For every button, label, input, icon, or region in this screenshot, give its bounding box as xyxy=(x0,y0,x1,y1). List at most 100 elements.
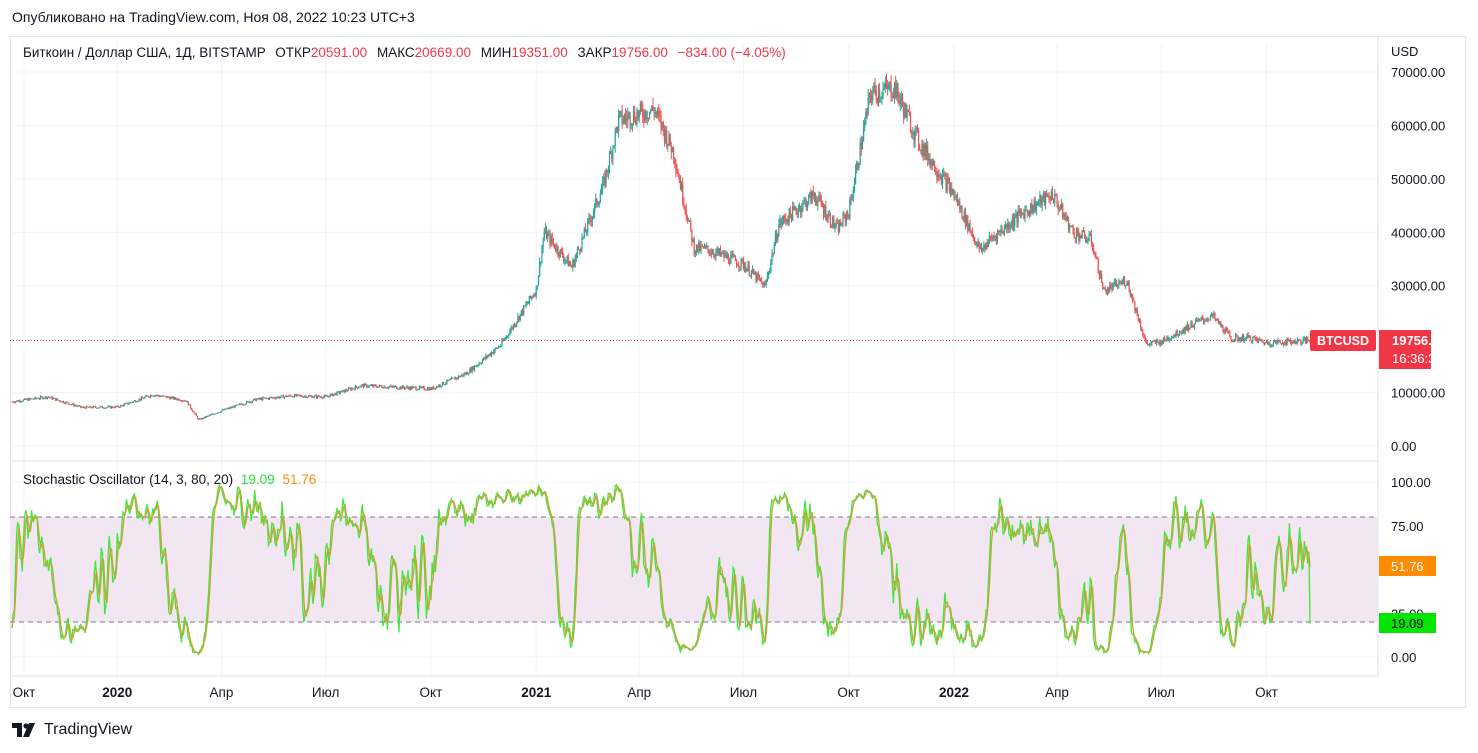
candle-body xyxy=(798,206,801,210)
candle-body xyxy=(1069,225,1071,230)
candle-body xyxy=(595,198,597,204)
candle-body xyxy=(1008,223,1010,230)
stochastic-name: Stochastic Oscillator xyxy=(23,472,146,487)
candle-body xyxy=(163,395,165,397)
tradingview-brand[interactable]: TradingView xyxy=(12,721,132,739)
candle-body xyxy=(359,386,361,388)
candle-body xyxy=(353,388,355,390)
candle-body xyxy=(1289,339,1292,342)
candle-body xyxy=(1044,192,1047,205)
candle-body xyxy=(1257,338,1260,343)
chart-frame xyxy=(10,36,1466,708)
candle-body xyxy=(1237,336,1239,341)
candle-body xyxy=(1153,340,1155,342)
candle-body xyxy=(1134,301,1136,311)
candle-body xyxy=(620,111,622,112)
candle-body xyxy=(1123,279,1126,286)
candle-body xyxy=(929,158,931,166)
candle-body xyxy=(430,387,432,390)
candle-body xyxy=(370,385,373,386)
candle-body xyxy=(1035,204,1038,212)
candle-body xyxy=(1142,331,1144,336)
candle-body xyxy=(1030,203,1032,216)
price-tick-label: 70000.00 xyxy=(1391,65,1445,80)
candle-body xyxy=(408,387,410,390)
last-price-text: 19756.00 xyxy=(1392,333,1446,348)
candle-body xyxy=(1114,281,1117,283)
candle-body xyxy=(266,398,268,399)
candle-body xyxy=(457,375,460,379)
candle-body xyxy=(797,209,799,215)
candle-body xyxy=(117,405,120,407)
candle-body xyxy=(529,295,532,299)
candle-body xyxy=(1054,193,1056,203)
candle-body xyxy=(257,398,259,400)
candle-body xyxy=(1186,324,1189,330)
candle-body xyxy=(643,117,645,121)
candle-body xyxy=(365,384,367,385)
candle-body xyxy=(573,260,575,267)
candle-body xyxy=(282,395,284,399)
candle-body xyxy=(806,203,809,208)
candle-body xyxy=(650,110,652,112)
candle-body xyxy=(120,405,122,408)
candle-body xyxy=(983,245,985,248)
candle-body xyxy=(452,377,454,379)
candle-body xyxy=(1047,196,1049,198)
d-value-badge-text: 51.76 xyxy=(1391,559,1424,574)
candle-body xyxy=(258,398,260,400)
candle-body xyxy=(1158,341,1160,345)
stochastic-band-fill xyxy=(10,517,1378,622)
candle-body xyxy=(1034,201,1036,212)
candle-body xyxy=(1012,217,1015,227)
candle-body xyxy=(685,208,687,216)
candle-body xyxy=(493,351,495,354)
candle-body xyxy=(281,395,283,397)
candle-body xyxy=(923,144,925,157)
candle-body xyxy=(697,244,699,252)
close-value: 19756.00 xyxy=(611,45,668,60)
candle-body xyxy=(884,82,886,88)
candle-body xyxy=(779,219,781,225)
candle-body xyxy=(832,216,834,228)
candle-body xyxy=(371,385,374,387)
candle-body xyxy=(1185,326,1187,330)
candle-body xyxy=(1296,339,1299,343)
brand-name: TradingView xyxy=(44,721,133,738)
candle-body xyxy=(558,253,560,257)
candle-body xyxy=(180,400,183,402)
candle-body xyxy=(1205,320,1207,322)
candle-body xyxy=(543,232,545,241)
candle-body xyxy=(322,396,324,399)
candle-body xyxy=(480,363,482,364)
candle-body xyxy=(125,402,128,404)
candle-body xyxy=(801,208,803,213)
candle-body xyxy=(787,220,789,223)
candle-body xyxy=(792,206,794,221)
time-axis-label: Апр xyxy=(210,685,234,700)
candle-body xyxy=(755,273,757,282)
candle-body xyxy=(572,260,574,268)
candle-body xyxy=(911,132,913,135)
candle-body xyxy=(689,220,691,222)
candle-body xyxy=(437,386,439,388)
candle-body xyxy=(1073,232,1075,238)
candle-body xyxy=(588,217,590,220)
candle-body xyxy=(703,246,706,249)
candle-body xyxy=(906,109,908,118)
candle-body xyxy=(913,133,915,141)
candle-body xyxy=(706,245,708,247)
candle-body xyxy=(220,410,223,413)
candle-body xyxy=(928,158,930,161)
candle-body xyxy=(518,316,520,321)
candle-body xyxy=(309,395,311,397)
candle-body xyxy=(417,389,419,391)
candle-body xyxy=(1196,319,1198,321)
candle-body xyxy=(406,386,408,388)
candle-body xyxy=(486,355,488,358)
candle-body xyxy=(369,385,371,387)
candle-body xyxy=(589,217,591,221)
candle-body xyxy=(891,97,893,98)
candle-body xyxy=(1240,338,1242,342)
